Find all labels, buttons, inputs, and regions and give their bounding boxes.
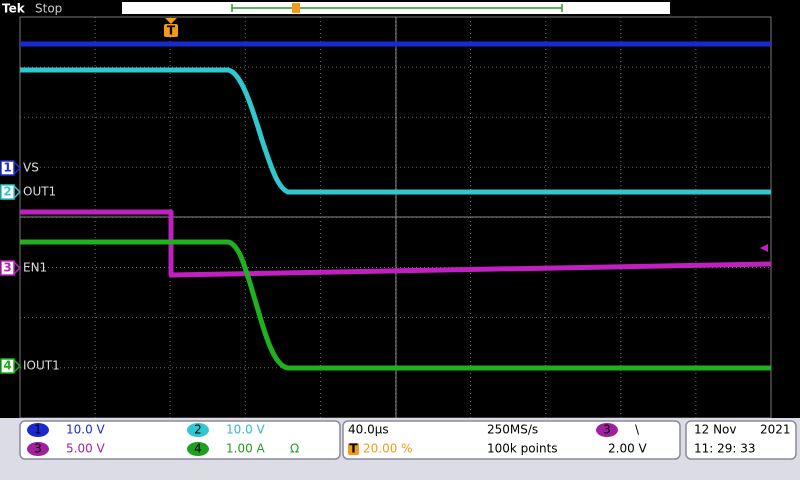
sample-rate: 250MS/s: [487, 423, 538, 437]
readout-unit: Ω: [290, 442, 299, 456]
channel-name: EN1: [23, 261, 47, 275]
trigger-position: 20.00 %: [363, 442, 413, 456]
channel-name: OUT1: [23, 185, 56, 199]
trigger-arrow: [165, 18, 177, 24]
trigger-level: 2.00 V: [608, 442, 648, 456]
channel-number: 1: [3, 161, 11, 175]
readout-number: 1: [34, 423, 42, 437]
run-status: Stop: [35, 2, 62, 16]
timebase-panel: [342, 420, 681, 460]
channel-number: 3: [3, 261, 11, 275]
readout-badge: [27, 423, 49, 437]
timebase-scale: 40.0µs: [348, 423, 389, 437]
record-length: 100k points: [487, 442, 558, 456]
year: 2021: [760, 423, 791, 437]
trace-ch2: [20, 67, 771, 195]
readout-scale: 10.0 V: [66, 423, 106, 437]
trigger-source-badge: [596, 423, 618, 437]
channel-name: IOUT1: [23, 359, 60, 373]
channel-badge: [0, 184, 15, 200]
readout-scale: 1.00 A: [226, 442, 266, 456]
channel-number: 2: [3, 185, 11, 199]
channel-badge: [0, 260, 15, 276]
trigger-source: 3: [603, 423, 611, 437]
channel-name: VS: [23, 161, 39, 175]
brand: Tek: [2, 2, 26, 16]
channel-badge: [0, 358, 15, 374]
readout-badge: [187, 423, 209, 437]
datetime-panel: [685, 420, 797, 460]
readout-badge: [187, 442, 209, 456]
time: 11: 29: 33: [694, 442, 756, 456]
graticule: [20, 17, 771, 418]
date: 12 Nov: [694, 423, 737, 437]
channel-pointer: [13, 161, 22, 175]
trigger-slope: \: [635, 423, 640, 437]
readout-badge: [27, 442, 49, 456]
trigger-icon: [348, 443, 359, 455]
readout-number: 2: [194, 423, 202, 437]
readout-scale: 5.00 V: [66, 442, 106, 456]
trigger-level-marker: [760, 244, 768, 252]
trace-ch4: [20, 239, 771, 371]
trigger-label: T: [167, 24, 176, 38]
trigger-box: [164, 24, 178, 37]
channel-pointer: [13, 261, 22, 275]
channel-badge: [0, 160, 15, 176]
readout-number: 4: [194, 442, 202, 456]
channel-pointer: [13, 359, 22, 373]
readout-number: 3: [34, 442, 42, 456]
trigger-icon-label: T: [349, 442, 358, 456]
channel-pointer: [13, 185, 22, 199]
channel-panel: [19, 420, 341, 460]
readout-scale: 10.0 V: [226, 423, 266, 437]
trigger-position-marker: [292, 3, 300, 13]
view-bracket: [231, 4, 563, 12]
channel-number: 4: [3, 359, 11, 373]
